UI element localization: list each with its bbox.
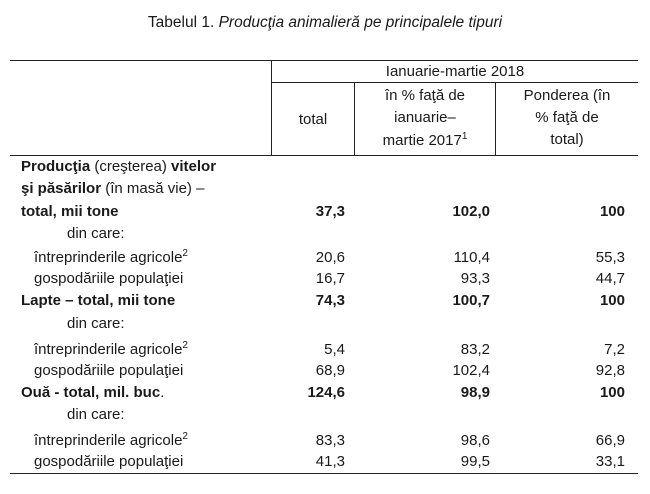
row-share-value: 92,8	[595, 361, 625, 379]
caption-title: Producţia animalieră pe principalele tip…	[218, 14, 503, 31]
row-label: gospodăriile populaţiei	[34, 362, 183, 380]
row-total-value: 83,3	[315, 432, 345, 450]
din-care-label: din care:	[67, 406, 125, 424]
section-title-segment: Producţia	[21, 158, 91, 175]
section-title-segment: Ouă - total, mil. buc	[21, 383, 161, 401]
row-total-value: 41,3	[315, 453, 345, 471]
caption-label: Tabelul 1.	[147, 14, 215, 31]
row-total-value: 5,4	[324, 340, 345, 358]
din-care-label: din care:	[67, 224, 125, 242]
header-share-line-3: total)	[550, 131, 584, 148]
col-divider-3	[495, 82, 496, 155]
section-share-value: 100	[599, 202, 625, 220]
row-label-text: gospodăriile populaţiei	[34, 361, 184, 379]
row-share-value: 7,2	[604, 340, 625, 358]
row-pct-value: 102,4	[452, 361, 490, 379]
row-pct-value: 110,4	[453, 249, 490, 267]
header-period: Ianuarie-martie 2018	[385, 63, 525, 80]
row-share-value: 44,7	[595, 270, 625, 288]
section-title-segment: total, mii tone	[21, 202, 119, 220]
table-top-border	[10, 60, 638, 61]
table-caption: Tabelul 1. Producţia animalieră pe princ…	[0, 14, 650, 32]
row-pct-value: 93,3	[460, 270, 490, 288]
footnote-2-marker: 2	[182, 248, 188, 260]
section-share-value: 100	[599, 292, 625, 310]
section-title-line: Lapte – total, mii tone	[21, 292, 175, 310]
header-divider	[271, 82, 638, 83]
section-total-value: 74,3	[315, 292, 345, 310]
header-pct-line-3-text: martie 2017	[382, 132, 462, 149]
row-label-text: întreprinderile agricole	[34, 432, 183, 450]
row-label: întreprinderile agricole2	[34, 249, 188, 267]
row-label: gospodăriile populaţiei	[34, 270, 183, 288]
section-total-value: 124,6	[307, 383, 345, 401]
row-label: gospodăriile populaţiei	[34, 453, 183, 471]
col-divider-1	[271, 60, 272, 155]
section-pct-value: 98,9	[460, 383, 490, 401]
table-bottom-border	[10, 473, 638, 474]
row-label-text: întreprinderile agricole	[34, 340, 183, 358]
header-share-line-2: % faţă de	[535, 109, 599, 126]
col-divider-2	[354, 82, 355, 155]
footnote-2-marker: 2	[182, 431, 188, 443]
row-total-value: 20,6	[315, 249, 345, 267]
section-pct-value: 102,0	[452, 202, 490, 220]
row-share-value: 33,1	[595, 453, 625, 471]
section-title-segment: (creşterea)	[90, 158, 172, 175]
row-label: întreprinderile agricole2	[34, 339, 188, 359]
section-share-value: 100	[599, 383, 625, 401]
header-bottom-border	[10, 155, 638, 156]
row-label: întreprinderile agricole2	[34, 432, 188, 450]
footnote-1-marker: 1	[461, 131, 468, 142]
section-pct-value: 100,7	[452, 292, 490, 310]
section-title-line: Producţia (creşterea) vitelor	[21, 158, 216, 176]
header-share-line-1: Ponderea (în	[523, 87, 611, 104]
section-total-value: 37,3	[315, 202, 345, 220]
section-title-segment: vitelor	[171, 158, 217, 175]
row-label-text: întreprinderile agricole	[34, 249, 183, 267]
row-total-value: 68,9	[315, 361, 345, 379]
footnote-2-marker: 2	[182, 339, 188, 351]
din-care-label: din care:	[67, 314, 125, 332]
header-pct-line-3: martie 20171	[355, 132, 495, 150]
row-pct-value: 83,2	[460, 340, 490, 358]
section-title-line: Ouă - total, mil. buc.	[21, 384, 164, 402]
row-total-value: 16,7	[315, 270, 345, 288]
row-label-text: gospodăriile populaţiei	[34, 453, 184, 471]
section-title-segment: .	[160, 383, 165, 401]
row-share-value: 66,9	[595, 432, 625, 450]
header-pct-line-1: în % faţă de	[384, 87, 466, 104]
section-title-line: şi păsărilor (în masă vie) –	[21, 180, 204, 198]
row-share-value: 55,3	[595, 249, 625, 267]
header-pct-line-2: ianuarie–	[394, 109, 456, 126]
row-pct-value: 99,5	[460, 453, 490, 471]
row-pct-value: 98,6	[460, 432, 490, 450]
section-title-segment: şi păsărilor	[21, 180, 102, 198]
row-label-text: gospodăriile populaţiei	[34, 270, 184, 288]
header-total: total	[298, 111, 328, 128]
section-title-segment: (în masă vie) –	[101, 180, 205, 198]
section-title-line: total, mii tone	[21, 203, 119, 221]
section-title-segment: Lapte – total, mii tone	[21, 292, 176, 310]
